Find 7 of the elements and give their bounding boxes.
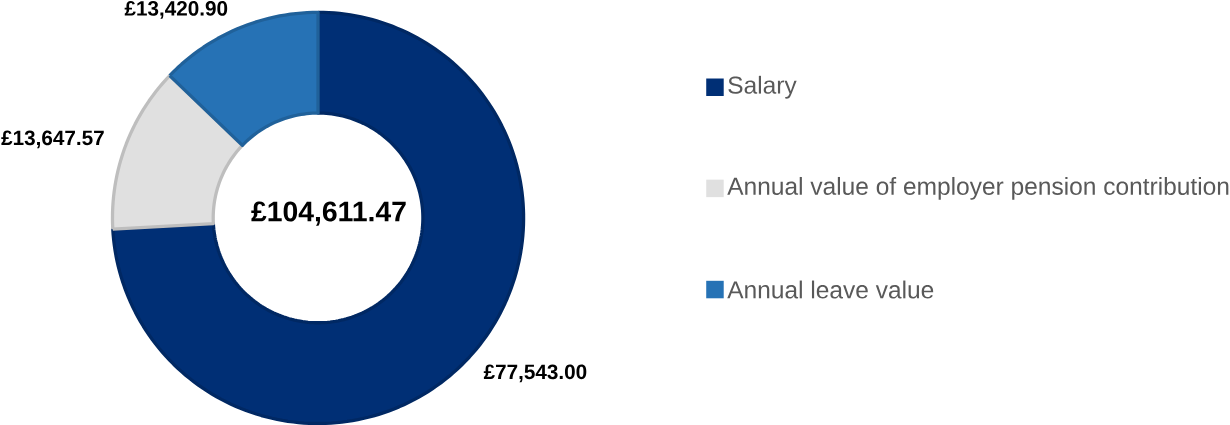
data-label: £13,647.57 bbox=[1, 130, 104, 149]
legend-label: Salary bbox=[728, 75, 797, 99]
legend-label: Annual leave value bbox=[727, 280, 934, 299]
data-label: £13,420.90 bbox=[124, 1, 228, 19]
legend-label: Annual value of employer pension contribution bbox=[727, 176, 1229, 200]
data-label: £77,543.00 bbox=[483, 364, 587, 383]
text: £104,611.47 bbox=[251, 201, 406, 226]
